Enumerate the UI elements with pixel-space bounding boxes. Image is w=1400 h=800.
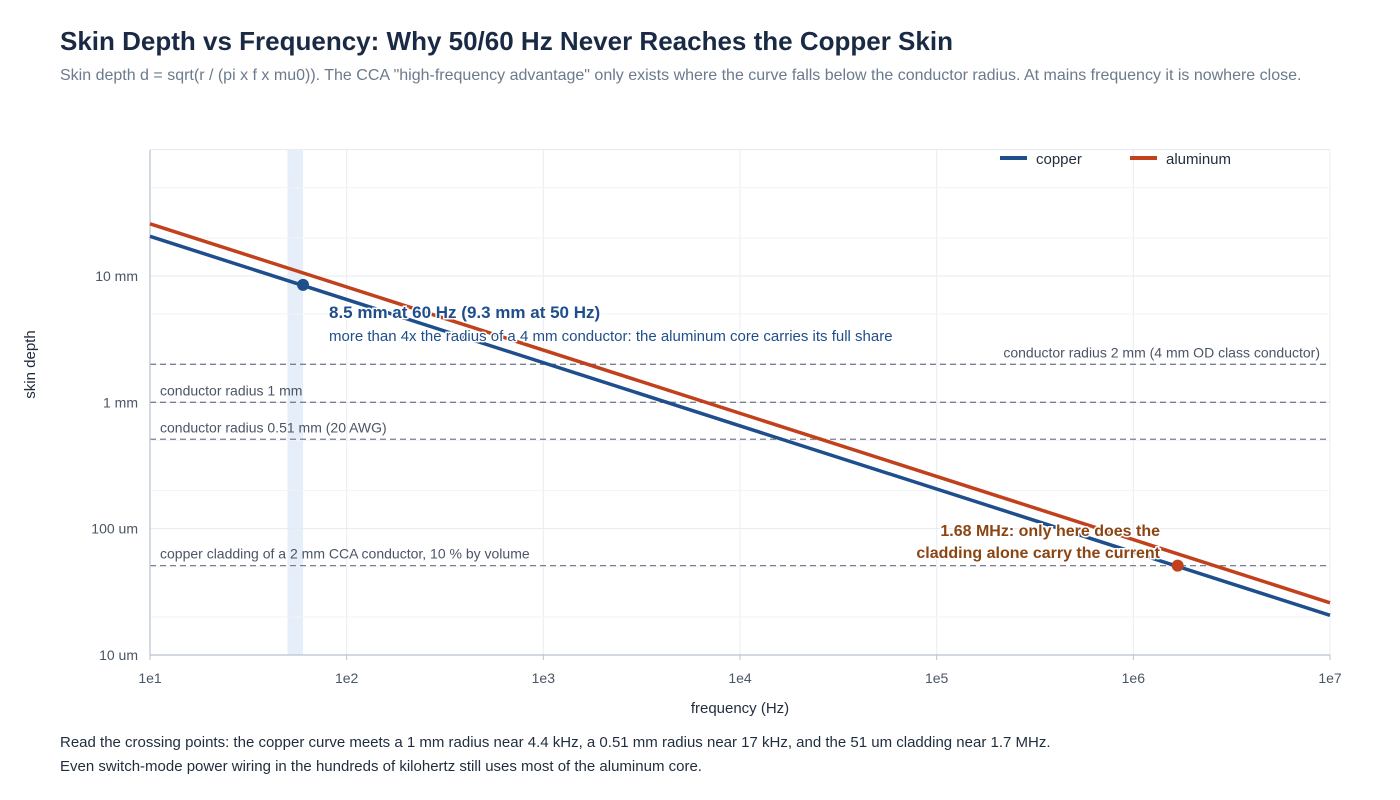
annotation-mains-detail: more than 4x the radius of a 4 mm conduc… [329,328,893,345]
reference-line-label: conductor radius 1 mm [160,382,302,398]
y-tick-label: 100 um [91,521,138,537]
x-tick-label: 1e4 [728,670,752,686]
legend-label-copper: copper [1036,151,1082,168]
x-tick-label: 1e1 [138,670,162,686]
x-tick-label: 1e7 [1318,670,1342,686]
y-axis-label: skin depth [22,330,39,398]
x-tick-label: 1e2 [335,670,359,686]
annotation-mains-title: 8.5 mm at 60 Hz (9.3 mm at 50 Hz) [329,303,600,322]
reference-line-label: conductor radius 0.51 mm (20 AWG) [160,419,387,435]
reference-line-label: conductor radius 2 mm (4 mm OD class con… [1003,344,1320,360]
page-subtitle: Skin depth d = sqrt(r / (pi x f x mu0)).… [60,67,1302,84]
x-tick-label: 1e6 [1122,670,1146,686]
marker-copper [297,278,310,291]
x-axis-label: frequency (Hz) [691,700,789,717]
annotation-cladding-line2: cladding alone carry the current [916,545,1160,562]
marker-aluminum [1171,559,1184,572]
y-tick-label: 10 um [99,647,138,663]
reference-line-label: copper cladding of a 2 mm CCA conductor,… [160,546,530,562]
footnote-switch-mode: Even switch-mode power wiring in the hun… [60,758,702,775]
x-tick-label: 1e5 [925,670,949,686]
footnote-crossing-points: Read the crossing points: the copper cur… [60,734,1051,751]
y-tick-label: 1 mm [103,394,138,410]
legend-label-aluminum: aluminum [1166,151,1231,168]
page-title: Skin Depth vs Frequency: Why 50/60 Hz Ne… [60,26,953,56]
series-line-aluminum [149,222,1331,605]
annotation-cladding-line1: 1.68 MHz: only here does the [940,523,1160,540]
y-tick-label: 10 mm [95,268,138,284]
x-tick-label: 1e3 [532,670,556,686]
series-line-copper [149,234,1331,618]
